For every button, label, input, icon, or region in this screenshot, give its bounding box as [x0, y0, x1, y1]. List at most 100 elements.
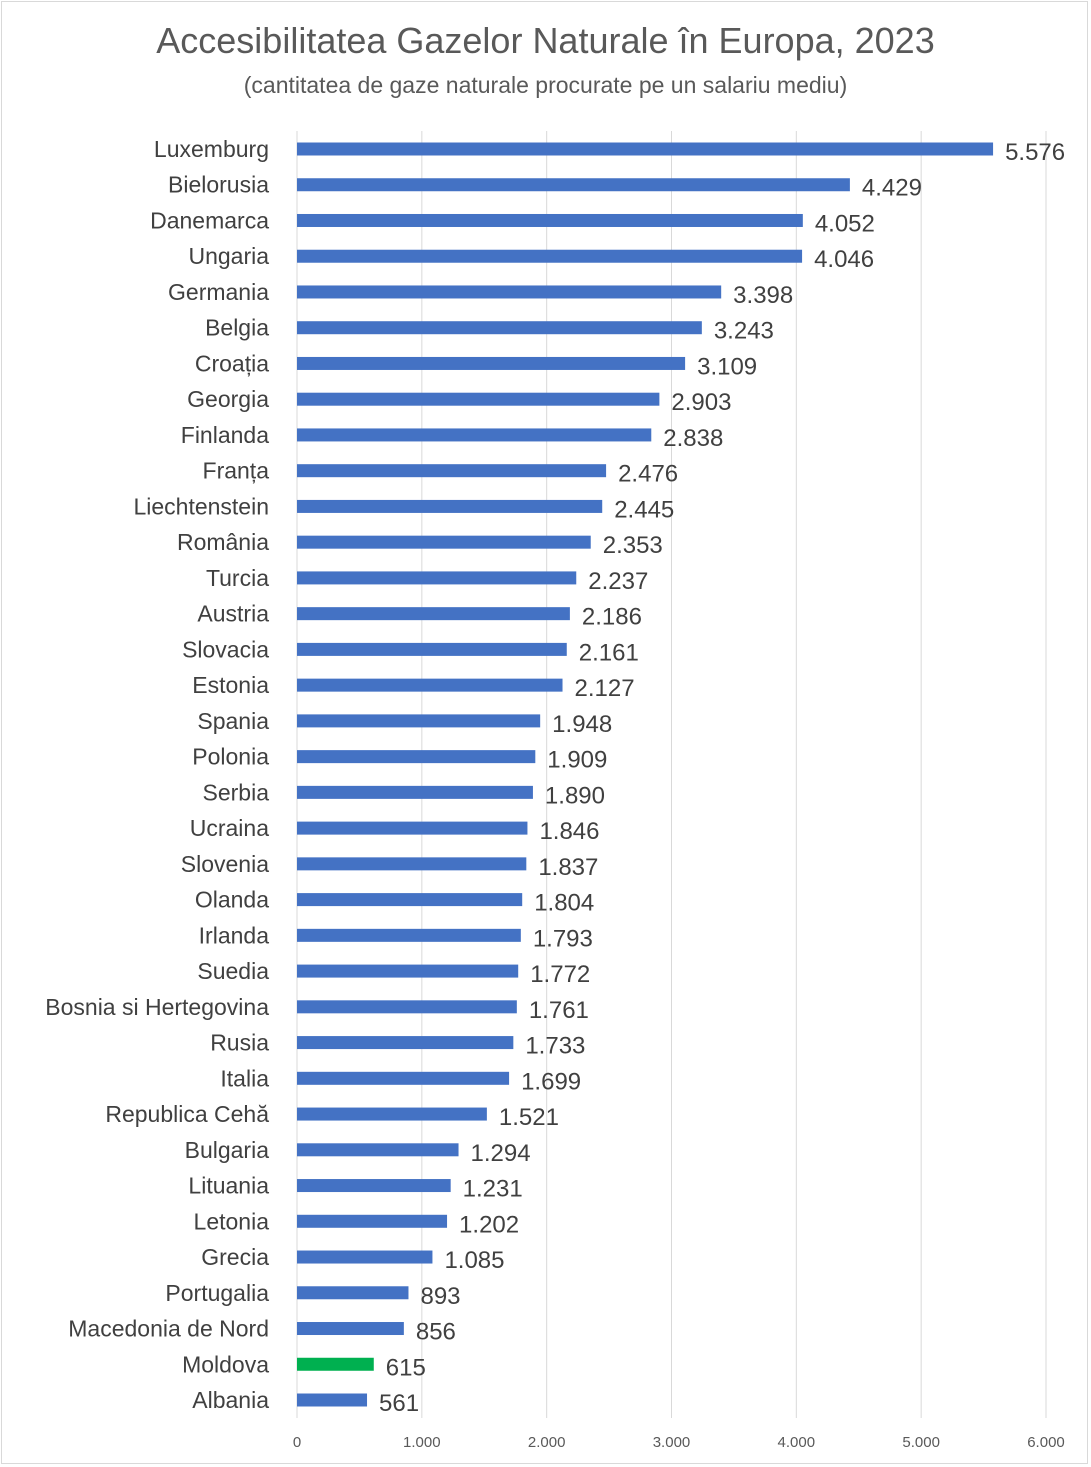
bar-olanda: [297, 893, 523, 907]
x-tick-label: 4.000: [778, 1434, 816, 1451]
category-label: Estonia: [192, 672, 269, 698]
data-label: 561: [379, 1390, 419, 1417]
category-label: Ungaria: [188, 243, 269, 269]
category-label: Macedonia de Nord: [68, 1316, 269, 1342]
data-label: 1.231: [463, 1176, 523, 1203]
category-label: Suedia: [197, 958, 269, 984]
bar-serbia: [297, 785, 533, 799]
data-label: 1.837: [538, 854, 598, 881]
bar-georgia: [297, 392, 660, 406]
bar-belgia: [297, 321, 702, 335]
data-label: 4.429: [862, 175, 922, 202]
category-label: Ucraina: [190, 815, 269, 841]
x-tick-label: 6.000: [1027, 1434, 1065, 1451]
data-label: 4.052: [815, 210, 875, 237]
bar-italia: [297, 1071, 510, 1085]
data-label: 1.085: [444, 1247, 504, 1274]
bar-bulgaria: [297, 1143, 459, 1157]
data-label: 1.761: [529, 997, 589, 1024]
x-tick-label: 3.000: [653, 1434, 691, 1451]
bar-estonia: [297, 678, 563, 692]
x-tick-label: 1.000: [403, 1434, 441, 1451]
category-label: Olanda: [195, 887, 269, 913]
data-label: 5.576: [1005, 139, 1065, 166]
bar-slovenia: [297, 857, 527, 871]
bar-bielorusia: [297, 178, 850, 192]
bar-lituania: [297, 1179, 451, 1193]
bar-bosnia-si-hertegovina: [297, 1000, 517, 1014]
data-label: 2.445: [614, 496, 674, 523]
bar-ungaria: [297, 249, 803, 263]
bar-slovacia: [297, 642, 567, 656]
data-label: 2.237: [588, 568, 648, 595]
data-label: 2.838: [663, 425, 723, 452]
category-label: Turcia: [206, 565, 269, 591]
x-tick-label: 0: [293, 1434, 301, 1451]
bar-ucraina: [297, 821, 528, 835]
data-label: 1.294: [471, 1140, 531, 1167]
bar-germania: [297, 285, 722, 299]
data-label: 1.948: [552, 711, 612, 738]
data-label: 1.699: [521, 1068, 581, 1095]
category-label: Albania: [192, 1387, 269, 1413]
data-label: 3.243: [714, 318, 774, 345]
category-label: Danemarca: [150, 207, 269, 233]
category-label: Portugalia: [165, 1280, 269, 1306]
category-label: Grecia: [201, 1244, 269, 1270]
data-label: 1.846: [539, 818, 599, 845]
data-label: 1.521: [499, 1104, 559, 1131]
bar-letonia: [297, 1214, 448, 1228]
x-tick-label: 5.000: [902, 1434, 940, 1451]
bar-moldova: [297, 1357, 374, 1371]
bar-rom-nia: [297, 535, 591, 549]
data-label: 1.733: [525, 1033, 585, 1060]
category-label: Liechtenstein: [133, 493, 269, 519]
data-label: 1.804: [534, 890, 594, 917]
data-label: 2.127: [575, 675, 635, 702]
bar-finlanda: [297, 428, 652, 442]
bar-luxemburg: [297, 142, 994, 156]
category-label: Republica Cehă: [105, 1101, 269, 1127]
data-label: 615: [386, 1354, 426, 1381]
data-label: 2.161: [579, 639, 639, 666]
bar-macedonia-de-nord: [297, 1322, 404, 1336]
category-label: Belgia: [205, 315, 269, 341]
data-label: 1.202: [459, 1211, 519, 1238]
category-label: Slovenia: [181, 851, 269, 877]
bar-albania: [297, 1393, 368, 1407]
category-label: Finlanda: [181, 422, 269, 448]
category-label: Franța: [203, 458, 270, 484]
data-label: 2.476: [618, 461, 678, 488]
category-label: Serbia: [203, 779, 270, 805]
data-label: 1.793: [533, 925, 593, 952]
bar-turcia: [297, 571, 577, 585]
category-label: Georgia: [187, 386, 269, 412]
bar-portugalia: [297, 1286, 409, 1300]
data-label: 856: [416, 1319, 456, 1346]
bar-croa-ia: [297, 356, 686, 370]
category-label: Italia: [220, 1065, 269, 1091]
data-label: 3.398: [733, 282, 793, 309]
category-label: Slovacia: [182, 636, 269, 662]
data-label: 2.186: [582, 604, 642, 631]
x-tick-label: 2.000: [528, 1434, 566, 1451]
category-label: Bulgaria: [185, 1137, 270, 1163]
chart-subtitle: (cantitatea de gaze naturale procurate p…: [243, 72, 848, 98]
bar-spania: [297, 714, 541, 728]
data-label: 1.909: [547, 747, 607, 774]
bar-danemarca: [297, 213, 803, 227]
bar-republica-ceh-: [297, 1107, 487, 1121]
data-label: 893: [420, 1283, 460, 1310]
category-label: Croația: [195, 350, 269, 376]
category-label: Letonia: [194, 1208, 270, 1234]
category-label: Luxemburg: [154, 136, 269, 162]
bar-liechtenstein: [297, 499, 603, 513]
data-label: 2.903: [671, 389, 731, 416]
category-label: Rusia: [210, 1030, 269, 1056]
bar-fran-a: [297, 464, 607, 478]
data-label: 3.109: [697, 353, 757, 380]
category-label: Bosnia si Hertegovina: [45, 994, 269, 1020]
category-label: Irlanda: [199, 922, 270, 948]
bar-grecia: [297, 1250, 433, 1264]
